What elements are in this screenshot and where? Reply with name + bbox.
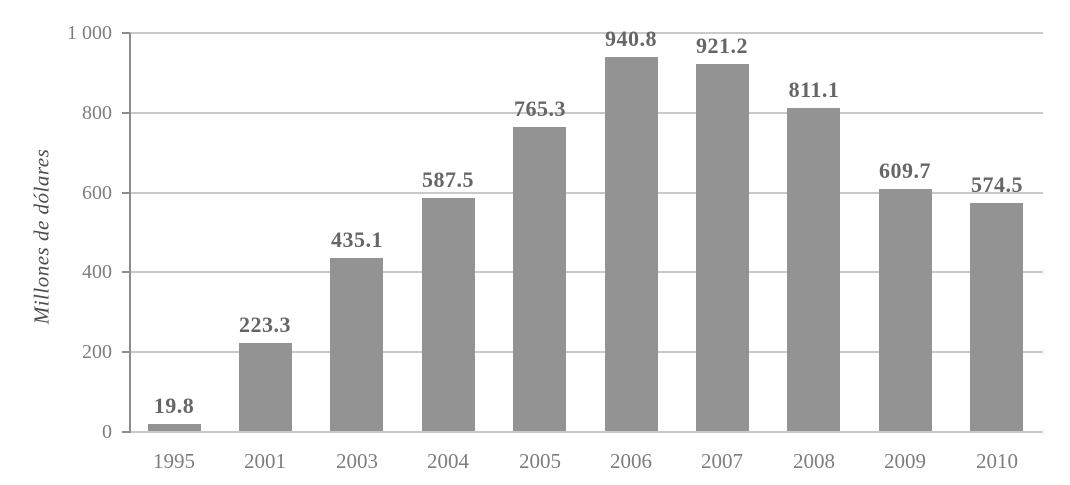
bar-2001: [239, 343, 292, 431]
x-tick-label: 2003: [336, 449, 378, 473]
x-tick-label: 2005: [519, 449, 561, 473]
x-tick-label: 2006: [610, 449, 652, 473]
x-tick-label: 2001: [244, 449, 286, 473]
gridline: [130, 32, 1043, 34]
bar-value-label: 587.5: [422, 167, 474, 192]
gridline: [130, 112, 1043, 114]
y-axis-tick: [122, 32, 130, 34]
gridline: [130, 431, 1043, 433]
y-axis-line: [129, 33, 131, 433]
bar-value-label: 223.3: [239, 312, 291, 337]
x-tick-label: 2009: [884, 449, 926, 473]
y-tick-label: 0: [102, 421, 112, 443]
y-axis-tick: [122, 192, 130, 194]
bar-value-label: 574.5: [971, 172, 1023, 197]
bar-2005: [513, 127, 566, 431]
y-tick-label: 600: [82, 182, 112, 204]
bar-value-label: 609.7: [879, 158, 931, 183]
bar-2009: [879, 189, 932, 431]
bar-value-label: 940.8: [605, 26, 657, 51]
x-tick-label: 1995: [153, 449, 195, 473]
bar-2003: [330, 258, 383, 431]
bar-2004: [422, 198, 475, 431]
y-axis-tick: [122, 351, 130, 353]
bar-value-label: 921.2: [696, 33, 748, 58]
y-axis-tick: [122, 112, 130, 114]
gridline: [130, 351, 1043, 353]
x-tick-label: 2010: [976, 449, 1018, 473]
bar-value-label: 811.1: [788, 77, 840, 102]
gridline: [130, 192, 1043, 194]
bar-2007: [696, 64, 749, 431]
bar-2006: [605, 57, 658, 431]
x-tick-label: 2007: [701, 449, 743, 473]
x-tick-label: 2008: [793, 449, 835, 473]
x-tick-label: 2004: [427, 449, 469, 473]
bar-value-label: 435.1: [331, 227, 383, 252]
y-axis-title: Millones de dólares: [29, 148, 54, 325]
y-tick-label: 800: [82, 102, 112, 124]
bar-value-label: 19.8: [153, 393, 195, 418]
y-axis-tick: [122, 431, 130, 433]
y-tick-label: 400: [82, 261, 112, 283]
bar-1995: [148, 424, 201, 431]
y-tick-label: 200: [82, 341, 112, 363]
bar-2008: [787, 108, 840, 431]
bar-2010: [970, 203, 1023, 431]
gridline: [130, 271, 1043, 273]
y-axis-tick: [122, 271, 130, 273]
bar-value-label: 765.3: [514, 96, 566, 121]
y-tick-label: 1 000: [67, 22, 112, 44]
